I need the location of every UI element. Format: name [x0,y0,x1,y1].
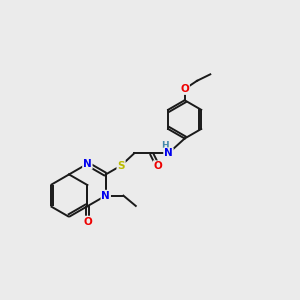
Text: O: O [180,84,189,94]
Text: N: N [101,190,110,201]
Text: O: O [154,161,162,171]
Text: N: N [83,159,92,169]
Text: O: O [83,217,92,226]
Text: N: N [164,148,173,158]
Text: H: H [161,141,168,150]
Text: S: S [117,160,125,171]
